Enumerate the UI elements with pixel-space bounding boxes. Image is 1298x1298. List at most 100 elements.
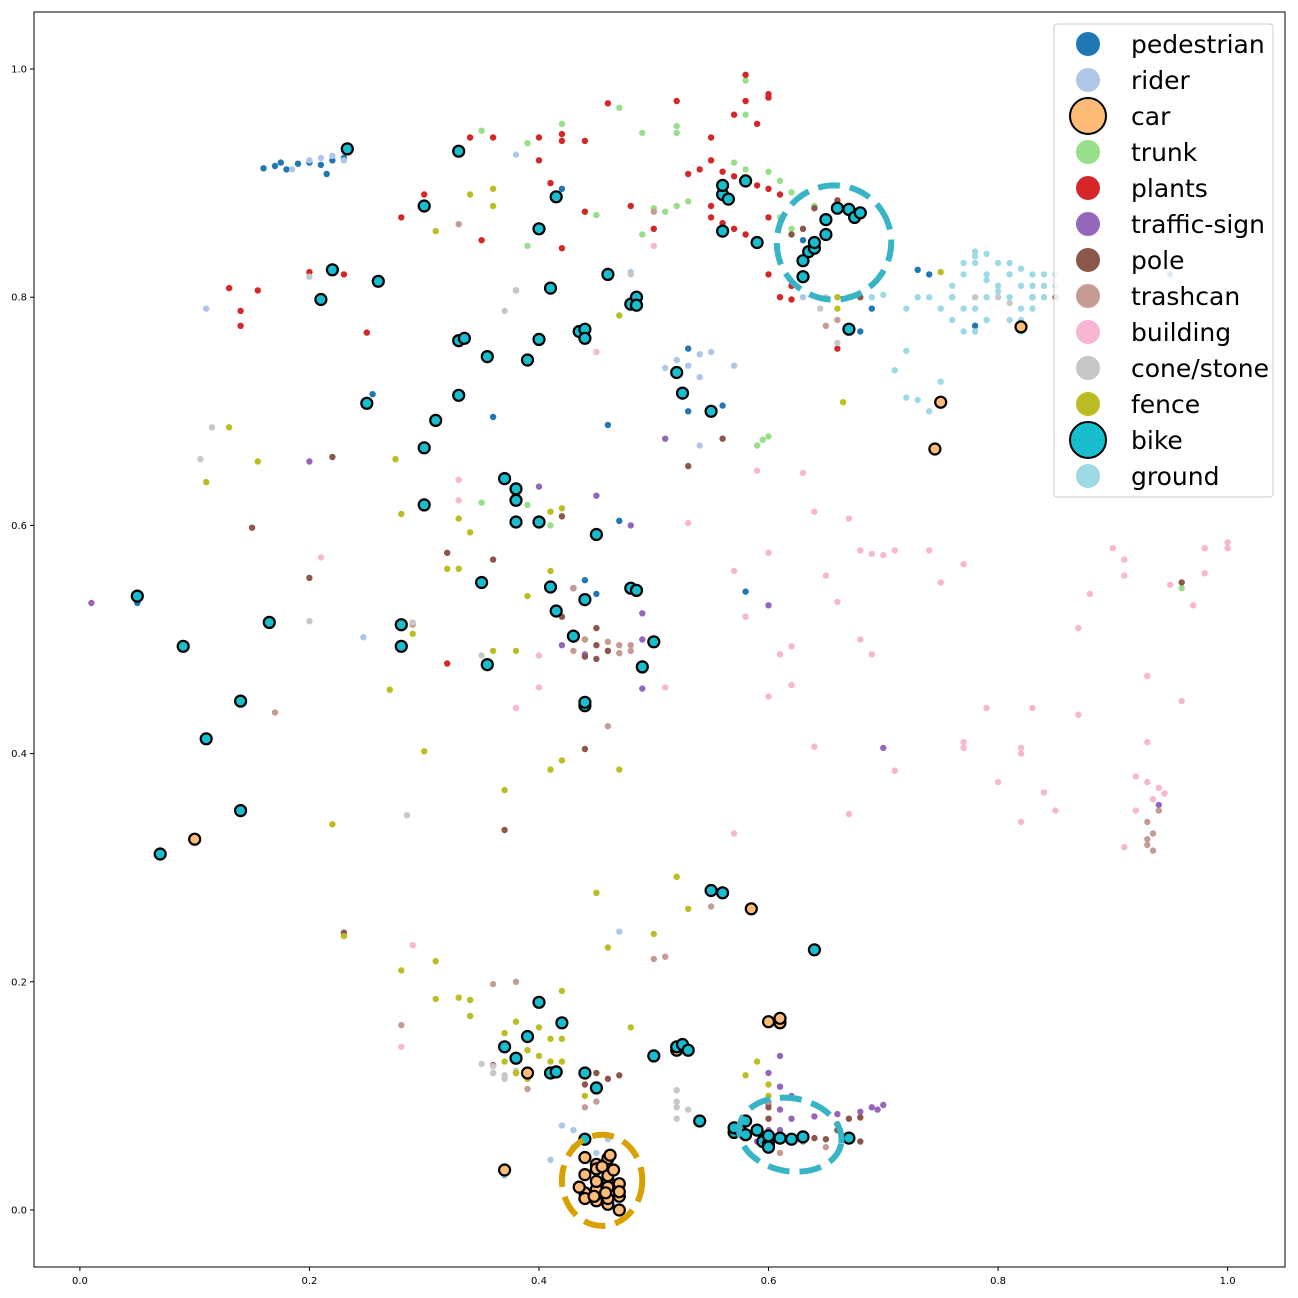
point-rider: [799, 294, 807, 301]
point-trunk: [616, 104, 623, 112]
point-bike: [715, 224, 730, 238]
point-pole: [444, 549, 451, 556]
point-traffic-sign: [639, 610, 646, 617]
point-ground: [937, 305, 944, 312]
point-plants: [673, 97, 680, 105]
point-plants: [765, 94, 772, 101]
point-ground: [994, 282, 1002, 289]
point-ground: [1017, 282, 1025, 289]
point-bike: [394, 618, 408, 632]
point-fence: [225, 424, 233, 431]
point-bike: [452, 388, 466, 402]
point-cone-stone: [478, 1060, 485, 1068]
point-car: [603, 1148, 617, 1162]
point-cone-stone: [971, 294, 979, 301]
point-traffic-sign: [874, 1106, 881, 1113]
point-ground: [949, 294, 956, 301]
point-trunk: [524, 242, 531, 250]
point-plants: [535, 157, 543, 164]
point-building: [1144, 739, 1151, 746]
point-fence: [547, 766, 554, 773]
point-car: [520, 1066, 535, 1080]
point-ground: [926, 294, 933, 301]
point-trunk: [759, 436, 766, 443]
point-pole: [822, 1136, 830, 1143]
point-pedestrian: [971, 322, 979, 329]
point-traffic-sign: [868, 1104, 875, 1111]
point-fence: [558, 1058, 566, 1065]
point-bike: [457, 331, 471, 345]
point-bike: [750, 235, 764, 250]
point-building: [662, 684, 669, 691]
point-bike: [509, 482, 523, 496]
point-building: [960, 739, 967, 746]
point-ground: [1006, 259, 1013, 267]
point-bike: [532, 332, 546, 346]
point-pedestrian: [581, 577, 589, 584]
point-bike: [549, 190, 563, 204]
point-fence: [254, 458, 261, 465]
point-building: [730, 830, 738, 837]
point-traffic-sign: [1155, 801, 1163, 809]
point-car: [595, 1159, 609, 1174]
x-tick-label: 1.0: [1220, 1276, 1236, 1287]
point-bike: [761, 1140, 776, 1154]
point-building: [1149, 796, 1157, 803]
point-ground: [926, 408, 933, 415]
point-bike: [761, 1129, 776, 1143]
point-bike: [578, 592, 592, 607]
point-ground: [960, 328, 967, 335]
point-bike: [262, 615, 276, 630]
point-bike: [130, 589, 144, 603]
point-fence: [392, 456, 399, 463]
point-ground: [1040, 294, 1048, 301]
point-ground: [903, 347, 910, 355]
point-bike: [715, 886, 730, 900]
legend-label-fence: fence: [1131, 390, 1200, 419]
point-traffic-sign: [880, 744, 887, 752]
point-bike: [452, 144, 466, 158]
point-pole: [593, 642, 600, 649]
point-fence: [547, 567, 554, 575]
point-plants: [254, 287, 261, 294]
point-building: [455, 476, 462, 483]
point-trashcan: [1144, 836, 1151, 843]
point-traffic-sign: [788, 1115, 795, 1122]
point-plants: [707, 134, 715, 141]
point-fence: [512, 1018, 520, 1025]
point-trashcan: [707, 903, 715, 910]
point-cone-stone: [512, 287, 520, 294]
point-rider: [512, 151, 520, 158]
point-ground: [971, 328, 979, 335]
point-fence: [489, 202, 497, 210]
point-building: [535, 684, 543, 691]
point-bike: [532, 995, 546, 1009]
point-traffic-sign: [765, 602, 772, 609]
point-fence: [685, 905, 692, 912]
point-bike: [853, 206, 867, 220]
point-car: [578, 1167, 592, 1182]
point-pedestrian: [868, 305, 875, 312]
point-plants: [558, 245, 566, 252]
point-fence: [329, 821, 336, 828]
point-fence: [535, 1024, 543, 1031]
point-pole: [593, 1069, 600, 1077]
point-building: [409, 942, 416, 949]
point-traffic-sign: [857, 1108, 864, 1116]
point-bike: [784, 1132, 799, 1146]
point-building: [1178, 697, 1185, 705]
point-bike: [417, 498, 431, 512]
point-building: [1144, 778, 1151, 786]
point-building: [685, 519, 692, 527]
point-pedestrian: [369, 391, 376, 398]
point-plants: [742, 97, 749, 105]
point-ground: [903, 394, 910, 401]
point-building: [811, 743, 818, 750]
point-plants: [489, 134, 497, 141]
point-cone-stone: [208, 424, 216, 431]
point-ground: [971, 305, 979, 312]
point-pole: [248, 524, 256, 531]
point-fence: [581, 1092, 589, 1100]
point-building: [1132, 807, 1140, 814]
point-ground: [994, 288, 1002, 295]
